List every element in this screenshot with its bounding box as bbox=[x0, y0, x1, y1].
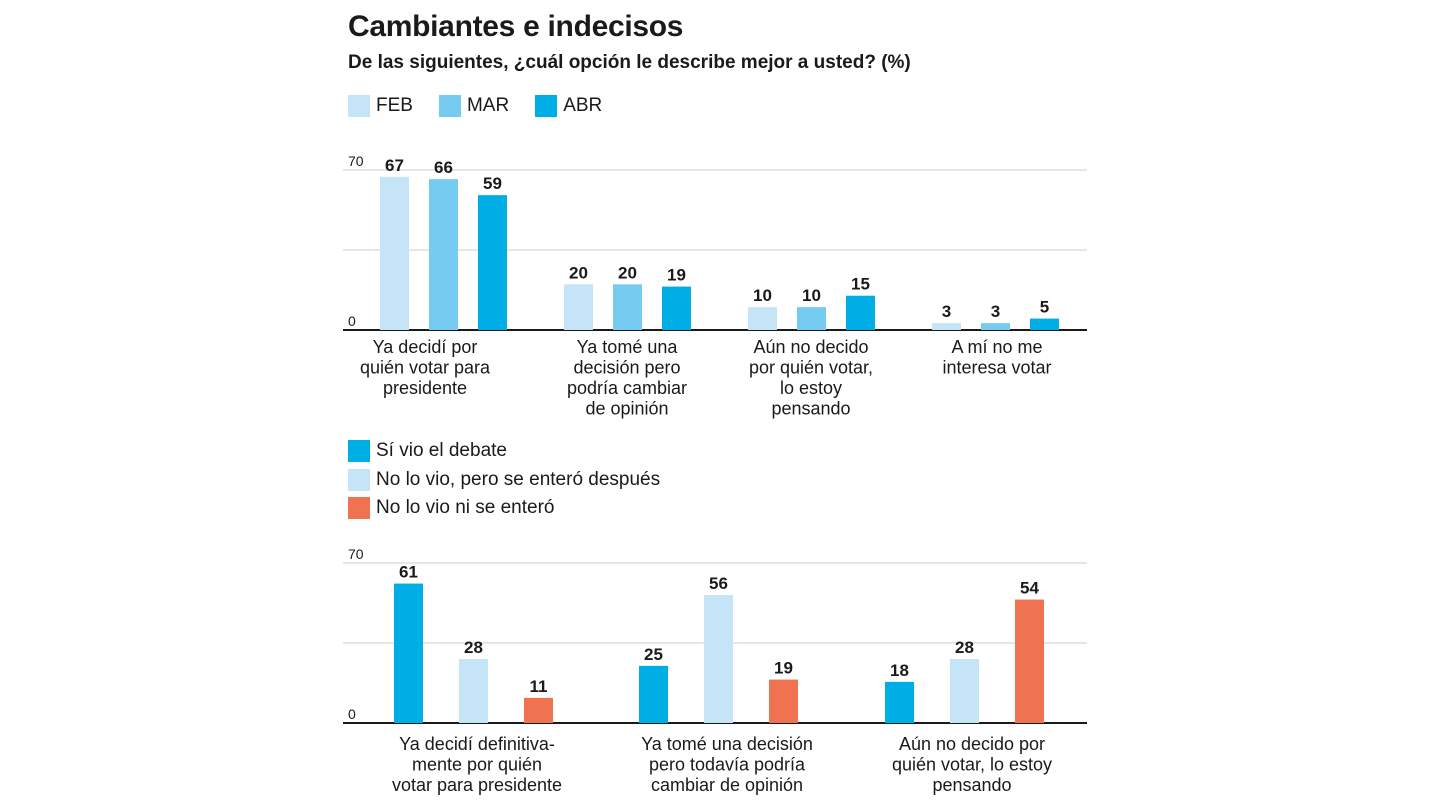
legend-months: FEB MAR ABR bbox=[348, 95, 602, 117]
chart-title: Cambiantes e indecisos bbox=[348, 10, 684, 43]
bar bbox=[846, 295, 875, 330]
bar bbox=[981, 323, 1010, 330]
y-tick-label: 0 bbox=[348, 706, 356, 722]
bar bbox=[662, 286, 691, 330]
data-label: 10 bbox=[753, 286, 772, 305]
data-label: 5 bbox=[1040, 298, 1049, 317]
bar bbox=[613, 284, 642, 330]
y-tick-label: 70 bbox=[348, 153, 364, 169]
category-label: decisión pero bbox=[573, 358, 680, 378]
data-label: 67 bbox=[385, 156, 404, 175]
bar bbox=[1015, 599, 1044, 723]
data-label: 11 bbox=[530, 677, 548, 696]
category-label: Aún no decido bbox=[753, 337, 868, 357]
category-label: podría cambiar bbox=[567, 378, 687, 398]
category-label: votar para presidente bbox=[392, 775, 562, 795]
category-label: quién votar, lo estoy bbox=[892, 755, 1052, 775]
bar bbox=[797, 307, 826, 330]
category-label: pero todavía podría bbox=[649, 755, 806, 775]
data-label: 56 bbox=[709, 574, 728, 593]
y-tick-label: 0 bbox=[348, 313, 356, 329]
legend-debate: Sí vio el debate No lo vio, pero se ente… bbox=[348, 437, 660, 523]
data-label: 15 bbox=[851, 275, 870, 294]
data-label: 28 bbox=[464, 638, 483, 657]
chart-subtitle: De las siguientes, ¿cuál opción le descr… bbox=[348, 52, 911, 73]
category-label: pensando bbox=[932, 775, 1011, 795]
category-label: Ya decidí definitiva- bbox=[399, 734, 555, 754]
bar bbox=[429, 179, 458, 330]
legend-item-no-se-entero: No lo vio ni se enteró bbox=[348, 494, 660, 523]
bar bbox=[459, 659, 488, 723]
legend-label-vio: Sí vio el debate bbox=[376, 440, 507, 462]
data-label: 66 bbox=[434, 158, 453, 177]
y-tick-label: 70 bbox=[348, 546, 364, 562]
bar bbox=[932, 323, 961, 330]
legend-label-se-entero: No lo vio, pero se enteró después bbox=[376, 468, 661, 490]
legend-label-mar: MAR bbox=[466, 95, 510, 116]
legend-swatch-vio bbox=[348, 440, 370, 463]
legend-swatch-mar bbox=[438, 95, 461, 117]
data-label: 28 bbox=[955, 638, 974, 657]
data-label: 20 bbox=[618, 263, 637, 282]
bar bbox=[885, 681, 914, 723]
legend-item-mar: MAR bbox=[438, 95, 510, 117]
legend-item-se-entero: No lo vio, pero se enteró después bbox=[348, 466, 660, 495]
data-label: 20 bbox=[569, 263, 588, 282]
category-label: de opinión bbox=[585, 399, 668, 419]
legend-item-feb: FEB bbox=[348, 95, 413, 117]
category-label: por quién votar, bbox=[749, 358, 873, 378]
category-label: quién votar para bbox=[360, 358, 491, 378]
category-label: Aún no decido por bbox=[899, 734, 1045, 754]
bar bbox=[748, 307, 777, 330]
bar bbox=[380, 176, 409, 330]
data-label: 25 bbox=[644, 645, 663, 664]
data-label: 10 bbox=[802, 286, 821, 305]
bar bbox=[1030, 318, 1059, 330]
category-label: cambiar de opinión bbox=[651, 775, 803, 795]
legend-swatch-se-entero bbox=[348, 468, 370, 491]
category-label: mente por quién bbox=[412, 755, 542, 775]
category-label: pensando bbox=[771, 399, 850, 419]
bar bbox=[639, 665, 668, 723]
legend-label-abr: ABR bbox=[563, 95, 603, 116]
bar bbox=[524, 697, 553, 723]
category-label: Ya decidí por bbox=[373, 337, 478, 357]
category-label: lo estoy bbox=[780, 378, 842, 398]
legend-swatch-no-se-entero bbox=[348, 497, 370, 520]
data-label: 59 bbox=[483, 174, 502, 193]
data-label: 19 bbox=[667, 266, 686, 285]
category-label: interesa votar bbox=[942, 358, 1051, 378]
legend-label-feb: FEB bbox=[376, 95, 413, 116]
bar bbox=[564, 284, 593, 330]
legend-item-vio: Sí vio el debate bbox=[348, 437, 660, 466]
category-label: Ya tomé una decisión bbox=[641, 734, 813, 754]
bar bbox=[394, 583, 423, 723]
data-label: 3 bbox=[991, 302, 1000, 321]
data-label: 19 bbox=[774, 659, 793, 678]
data-label: 3 bbox=[942, 302, 951, 321]
legend-swatch-feb bbox=[348, 95, 370, 117]
bar bbox=[704, 595, 733, 723]
data-label: 61 bbox=[399, 563, 418, 582]
category-label: presidente bbox=[383, 378, 467, 398]
bar bbox=[478, 195, 507, 330]
data-label: 18 bbox=[890, 661, 909, 680]
data-label: 54 bbox=[1020, 579, 1039, 598]
bar bbox=[950, 659, 979, 723]
category-label: Ya tomé una bbox=[577, 337, 679, 357]
bar bbox=[769, 679, 798, 723]
legend-label-no-se-entero: No lo vio ni se enteró bbox=[376, 497, 555, 519]
category-label: A mí no me bbox=[951, 337, 1042, 357]
legend-item-abr: ABR bbox=[535, 95, 602, 117]
legend-swatch-abr bbox=[535, 95, 558, 117]
